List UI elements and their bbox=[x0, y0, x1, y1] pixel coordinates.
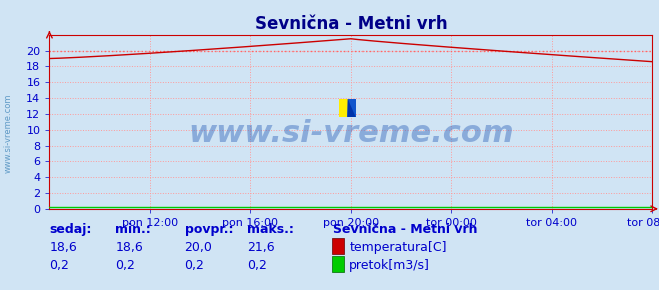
Text: 21,6: 21,6 bbox=[247, 241, 275, 254]
Text: 0,2: 0,2 bbox=[185, 259, 204, 272]
Polygon shape bbox=[348, 99, 356, 117]
Text: sedaj:: sedaj: bbox=[49, 224, 92, 236]
Text: www.si-vreme.com: www.si-vreme.com bbox=[188, 119, 514, 148]
Text: 18,6: 18,6 bbox=[49, 241, 77, 254]
Text: pretok[m3/s]: pretok[m3/s] bbox=[349, 259, 430, 272]
Text: 0,2: 0,2 bbox=[115, 259, 135, 272]
Polygon shape bbox=[347, 99, 356, 117]
Text: 18,6: 18,6 bbox=[115, 241, 143, 254]
Text: povpr.:: povpr.: bbox=[185, 224, 233, 236]
Text: temperatura[C]: temperatura[C] bbox=[349, 241, 447, 254]
Text: maks.:: maks.: bbox=[247, 224, 294, 236]
Text: 0,2: 0,2 bbox=[49, 259, 69, 272]
Text: 0,2: 0,2 bbox=[247, 259, 267, 272]
Title: Sevnična - Metni vrh: Sevnična - Metni vrh bbox=[254, 15, 447, 33]
Text: Sevnična - Metni vrh: Sevnična - Metni vrh bbox=[333, 224, 477, 236]
Text: www.si-vreme.com: www.si-vreme.com bbox=[3, 94, 13, 173]
Text: 20,0: 20,0 bbox=[185, 241, 212, 254]
Text: min.:: min.: bbox=[115, 224, 151, 236]
